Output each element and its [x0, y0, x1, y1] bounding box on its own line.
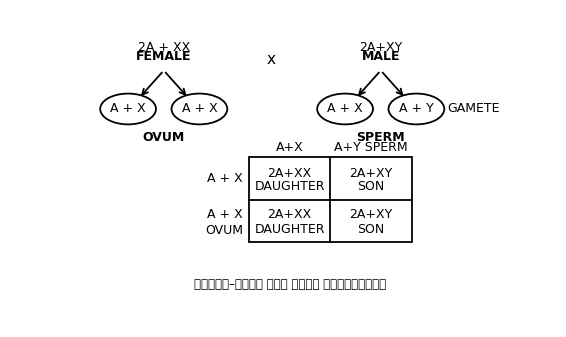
Text: SPERM: SPERM: [357, 130, 405, 144]
Text: A + X: A + X: [110, 102, 146, 116]
Text: SON: SON: [358, 223, 385, 236]
Text: A + X: A + X: [327, 102, 363, 116]
Text: DAUGHTER: DAUGHTER: [255, 223, 325, 236]
Text: 2A+XY: 2A+XY: [359, 40, 402, 54]
Text: A + X: A + X: [182, 102, 217, 116]
Text: x: x: [266, 52, 275, 67]
Text: FEMALE: FEMALE: [136, 50, 191, 63]
Text: MALE: MALE: [362, 50, 400, 63]
Text: 2A + XX: 2A + XX: [138, 40, 190, 54]
Text: A+Y SPERM: A+Y SPERM: [335, 141, 408, 154]
Text: SON: SON: [358, 180, 385, 193]
Text: 2A+XY: 2A+XY: [349, 167, 393, 180]
Text: 2A+XX: 2A+XX: [268, 167, 312, 180]
Text: GAMETE: GAMETE: [447, 102, 500, 116]
Text: A + X: A + X: [207, 172, 243, 185]
Text: A + Y: A + Y: [399, 102, 434, 116]
Text: A+X: A+X: [276, 141, 303, 154]
Text: DAUGHTER: DAUGHTER: [255, 180, 325, 193]
Text: OVUM: OVUM: [205, 224, 243, 237]
Text: A + X: A + X: [207, 208, 243, 221]
Text: 2A+XY: 2A+XY: [349, 208, 393, 221]
Text: चित्र–मानव में लिंग निर्धारण।: चित्र–मानव में लिंग निर्धारण।: [194, 278, 386, 291]
Text: 2A+XX: 2A+XX: [268, 208, 312, 221]
Bar: [249, 157, 411, 242]
Text: OVUM: OVUM: [143, 130, 185, 144]
